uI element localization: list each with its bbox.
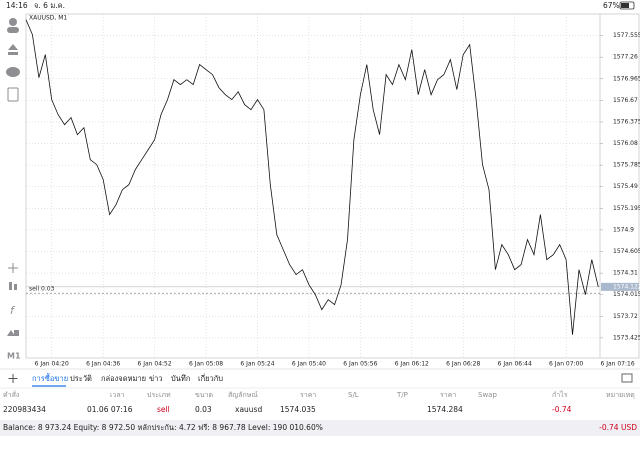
table-cell: 1574.284 xyxy=(427,405,463,414)
y-tick-label: 1574.9 xyxy=(613,226,634,233)
x-tick-label: 6 Jan 05:24 xyxy=(240,361,274,368)
column-header: T/P xyxy=(396,391,408,399)
crosshair-icon[interactable] xyxy=(8,263,18,273)
tab[interactable]: บันทึก xyxy=(171,374,190,383)
table-cell: 220983434 xyxy=(3,405,46,414)
x-tick-label: 6 Jan 07:00 xyxy=(549,361,583,368)
footer-bar xyxy=(0,420,640,436)
price-line xyxy=(25,19,599,335)
table-cell: 01.06 07:16 xyxy=(87,405,133,414)
function-icon[interactable]: f xyxy=(10,304,16,317)
table-cell: xauusd xyxy=(235,405,262,414)
column-header: S/L xyxy=(348,391,359,399)
bid-label: 1574.122 xyxy=(613,283,640,290)
indicator-icon[interactable] xyxy=(9,282,17,290)
y-tick-label: 1575.785 xyxy=(613,162,640,169)
total-profit: -0.74 USD xyxy=(599,423,637,432)
y-tick-label: 1574.605 xyxy=(613,248,640,255)
y-tick-label: 1575.49 xyxy=(613,183,638,190)
y-tick-label: 1577.555 xyxy=(613,32,640,39)
y-tick-label: 1576.67 xyxy=(613,97,638,104)
x-tick-label: 6 Jan 06:44 xyxy=(498,361,532,368)
layout-icon[interactable] xyxy=(621,373,633,383)
x-tick-label: 6 Jan 05:08 xyxy=(189,361,223,368)
column-header: ราคา xyxy=(440,391,456,399)
y-tick-label: 1576.08 xyxy=(613,140,638,147)
table-cell: 0.03 xyxy=(195,405,212,414)
account-summary: Balance: 8 973.24 Equity: 8 972.50 หลักป… xyxy=(3,423,323,432)
column-header: สัญลักษณ์ xyxy=(228,391,258,399)
timeframe-button[interactable]: M1 xyxy=(7,352,21,361)
column-header: ขนาด xyxy=(195,391,213,399)
chart-frame xyxy=(25,13,640,359)
status-battery: 67% xyxy=(603,1,620,10)
tab[interactable]: ข่าว xyxy=(149,374,163,383)
tab[interactable]: เกี่ยวกับ xyxy=(198,373,223,383)
objects-icon[interactable] xyxy=(7,330,19,336)
x-tick-label: 6 Jan 04:52 xyxy=(138,361,172,368)
x-tick-label: 6 Jan 05:40 xyxy=(292,361,326,368)
toolbar: f M1 xyxy=(6,18,21,361)
x-tick-label: 6 Jan 06:28 xyxy=(446,361,480,368)
account-icon-body xyxy=(7,27,19,33)
order-label: sell 0.03 xyxy=(29,286,55,293)
x-tick-label: 6 Jan 06:12 xyxy=(395,361,429,368)
table-cell: 1574.035 xyxy=(280,405,316,414)
tab[interactable]: ประวัติ xyxy=(70,374,92,383)
column-header: กำไร xyxy=(552,390,568,399)
y-tick-label: 1576.965 xyxy=(613,75,640,82)
battery-icon xyxy=(619,1,635,10)
y-tick-label: 1573.72 xyxy=(613,313,638,320)
y-tick-label: 1574.015 xyxy=(613,291,640,298)
add-button[interactable] xyxy=(8,374,18,383)
doc-icon[interactable] xyxy=(7,87,19,102)
x-tick-label: 6 Jan 05:56 xyxy=(343,361,377,368)
status-date: จ. 6 ม.ค. xyxy=(34,1,65,10)
tab-bar: การซื้อขาย ประวัติ กล่องจดหมาย ข่าว บันทึก เก… xyxy=(32,373,223,387)
column-header: ประเภท xyxy=(147,391,171,399)
column-header: เวลา xyxy=(110,391,125,399)
column-header: Swap xyxy=(478,391,497,399)
column-header: ราคา xyxy=(300,391,316,399)
x-tick-label: 6 Jan 04:36 xyxy=(86,361,120,368)
bid-box xyxy=(601,282,639,291)
x-tick-label: 6 Jan 07:16 xyxy=(600,361,634,368)
battery-level xyxy=(621,3,629,8)
column-header: หมายเหตุ xyxy=(606,391,635,399)
tab[interactable]: การซื้อขาย xyxy=(32,373,68,383)
chat-icon[interactable] xyxy=(6,67,20,77)
account-icon[interactable] xyxy=(9,18,17,26)
trade-icon[interactable] xyxy=(8,44,18,55)
x-tick-label: 6 Jan 04:20 xyxy=(35,361,69,368)
y-tick-label: 1576.375 xyxy=(613,118,640,125)
column-header: คำสั่ง xyxy=(3,390,19,399)
y-tick-label: 1574.31 xyxy=(613,270,638,277)
chart-title: XAUUSD, M1 xyxy=(29,15,67,22)
plot: 1573.425 1573.72 1574.015 1574.31 1574.605 15… xyxy=(25,14,640,368)
tab[interactable]: กล่องจดหมาย xyxy=(101,374,146,383)
table-cell: -0.74 xyxy=(552,405,572,414)
status-time: 14:16 xyxy=(6,1,28,10)
y-tick-label: 1573.425 xyxy=(613,334,640,341)
y-tick-label: 1577.26 xyxy=(613,54,638,61)
trade-table: คำสั่ง เวลา ประเภท ขนาด สัญลักษณ์ ราคา S/L T/P ร… xyxy=(3,390,635,414)
table-cell: sell xyxy=(157,405,170,414)
y-tick-label: 1575.195 xyxy=(613,205,640,212)
